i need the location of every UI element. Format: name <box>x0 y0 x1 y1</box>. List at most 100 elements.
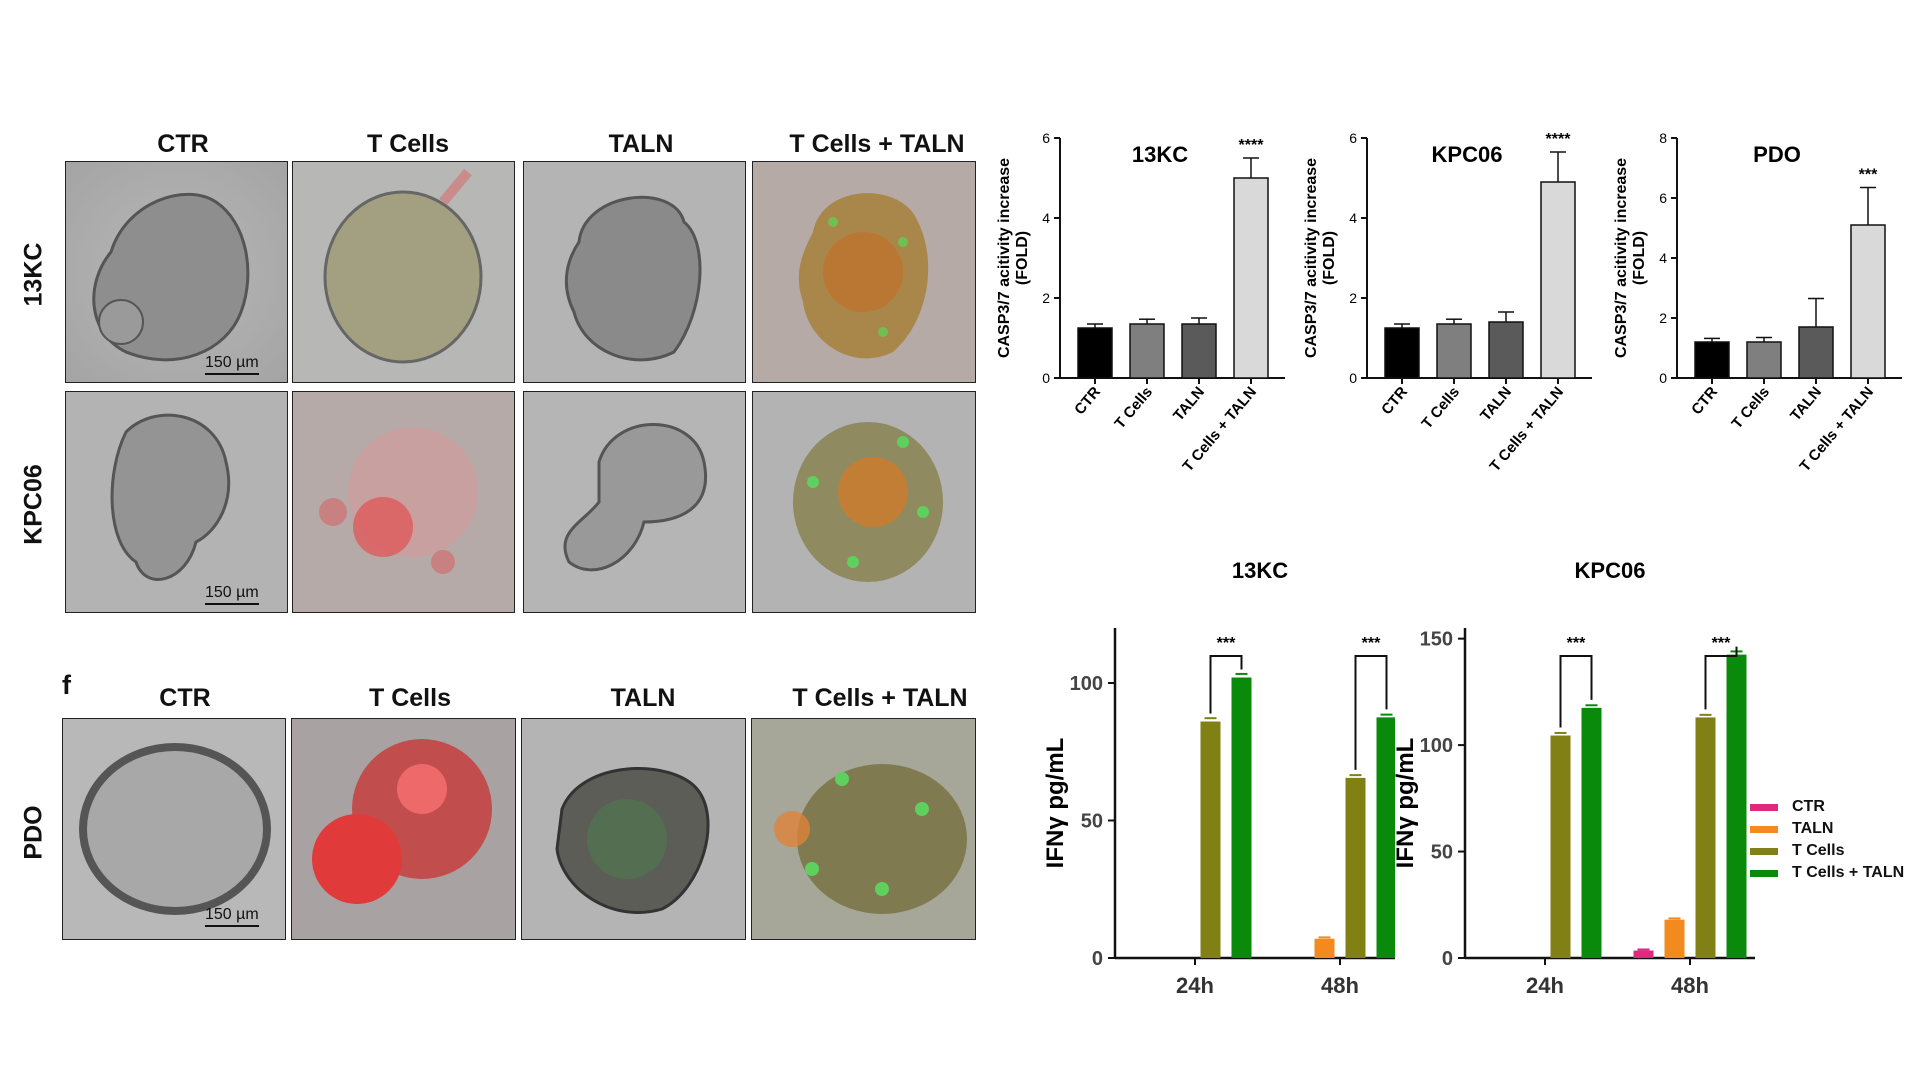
y-axis-label: IFNγ pg/mL <box>1392 738 1419 869</box>
bar <box>1376 717 1395 958</box>
micrograph-pdo-tcells <box>291 718 516 940</box>
y-tick-label: 50 <box>1431 842 1453 864</box>
x-tick-label: CTR <box>1378 384 1411 419</box>
significance-bracket <box>1704 646 1738 710</box>
panel-letter-f: f <box>62 670 71 700</box>
bar <box>1436 323 1472 379</box>
bar <box>1695 717 1716 958</box>
bar <box>1233 177 1269 379</box>
y-axis-label: IFNγ pg/mL <box>1042 738 1069 869</box>
y-tick-label: 6 <box>1349 130 1357 146</box>
bar <box>1664 919 1685 958</box>
bar <box>1726 654 1747 958</box>
legend-swatch <box>1750 847 1778 855</box>
y-tick-label: 0 <box>1092 948 1103 970</box>
chart-title: KPC06 <box>1432 142 1503 167</box>
scale-bar-row3: 150 µm <box>205 906 259 927</box>
casp-chart-pdo: CASP3/7 acitivity increase (FOLD) PDO 0 2 4 6 8… <box>1613 130 1902 475</box>
significance-label: *** <box>1712 635 1731 652</box>
significance-label: *** <box>1859 167 1878 184</box>
bar <box>1200 721 1221 958</box>
x-tick-label: T Cells <box>1728 384 1773 433</box>
scale-bar-row1: 150 µm <box>205 354 259 375</box>
legend-swatch <box>1750 869 1778 877</box>
y-tick-label: 50 <box>1081 811 1103 833</box>
legend: CTR TALN T Cells T Cells + TALN <box>1750 796 1904 884</box>
y-tick-label: 6 <box>1042 130 1050 146</box>
y-tick-label: 2 <box>1659 310 1667 326</box>
legend-label: T Cells + TALN <box>1792 864 1905 881</box>
micrograph-13kc-tcells-taln <box>752 161 976 383</box>
ifn-chart-13kc: 13KC IFNγ pg/mL 0 50 100 24h *** 48h *** <box>1042 558 1395 998</box>
significance-label: **** <box>1546 131 1572 148</box>
y-tick-label: 100 <box>1070 673 1103 695</box>
y-tick-label: 2 <box>1349 290 1357 306</box>
casp-chart-kpc06: CASP3/7 acitivity increase (FOLD) KPC06 0 2 4… <box>1303 130 1592 475</box>
y-tick-label: 100 <box>1420 735 1453 757</box>
legend-item: T Cells + TALN <box>1750 862 1904 884</box>
y-axis-label: CASP3/7 acitivity increase <box>996 158 1013 358</box>
significance-bracket <box>1354 655 1388 770</box>
col-header-tcells-taln: T Cells + TALN <box>789 130 965 158</box>
significance-label: *** <box>1217 635 1236 652</box>
bar <box>1314 938 1335 958</box>
col-header-ctr-f: CTR <box>159 684 211 712</box>
y-axis-label-unit: (FOLD) <box>1321 231 1338 285</box>
bar <box>1345 777 1366 958</box>
row-header-kpc06: KPC06 <box>19 464 48 545</box>
significance-label: *** <box>1567 635 1586 652</box>
legend-item: CTR <box>1750 796 1904 818</box>
y-axis-label: CASP3/7 acitivity increase <box>1303 158 1320 358</box>
bar <box>1488 321 1524 379</box>
col-header-taln: TALN <box>608 130 674 158</box>
y-tick-label: 6 <box>1659 190 1667 206</box>
row-header-13kc: 13KC <box>19 242 48 307</box>
chart-title: 13KC <box>1232 558 1288 583</box>
micrograph-kpc06-taln <box>523 391 746 613</box>
scale-bar-label: 150 µm <box>205 354 259 371</box>
y-tick-label: 0 <box>1042 370 1050 386</box>
casp-chart-13kc: CASP3/7 acitivity increase (FOLD) 13KC 0 2 4 6… <box>996 130 1285 475</box>
row-header-pdo: PDO <box>19 805 48 860</box>
micrograph-kpc06-ctr <box>65 391 288 613</box>
micrograph-pdo-taln <box>521 718 746 940</box>
micrograph-13kc-tcells <box>292 161 515 383</box>
legend-label: CTR <box>1792 798 1825 815</box>
bar <box>1746 341 1782 379</box>
significance-bracket <box>1209 655 1243 714</box>
bar <box>1694 341 1730 379</box>
bar <box>1231 677 1252 958</box>
y-tick-label: 2 <box>1042 290 1050 306</box>
x-tick-label: 24h <box>1176 973 1214 998</box>
scale-bar-label: 150 µm <box>205 584 259 601</box>
y-tick-label: 4 <box>1349 210 1357 226</box>
bar <box>1798 326 1834 379</box>
bar <box>1633 950 1654 958</box>
scale-bar-row2: 150 µm <box>205 584 259 605</box>
col-header-tcells: T Cells <box>367 130 449 158</box>
scale-bar-label: 150 µm <box>205 906 259 923</box>
micrograph-pdo-tcells-taln <box>751 718 976 940</box>
legend-item: TALN <box>1750 818 1904 840</box>
bar <box>1077 327 1113 379</box>
x-tick-label: CTR <box>1688 384 1721 419</box>
y-tick-label: 0 <box>1349 370 1357 386</box>
col-header-tcells-taln-f: T Cells + TALN <box>792 684 968 712</box>
bar <box>1384 327 1420 379</box>
legend-item: T Cells <box>1750 840 1904 862</box>
chart-title: PDO <box>1753 142 1801 167</box>
y-tick-label: 0 <box>1659 370 1667 386</box>
col-header-ctr: CTR <box>157 130 209 158</box>
bar <box>1581 707 1602 958</box>
x-tick-label: T Cells <box>1111 384 1156 433</box>
y-tick-label: 4 <box>1659 250 1667 266</box>
x-tick-label: 48h <box>1321 973 1359 998</box>
significance-label: **** <box>1239 137 1265 154</box>
x-tick-label: T Cells <box>1418 384 1463 433</box>
bar <box>1181 323 1217 379</box>
y-tick-label: 0 <box>1442 948 1453 970</box>
chart-title: KPC06 <box>1575 558 1646 583</box>
y-tick-label: 4 <box>1042 210 1050 226</box>
significance-label: *** <box>1362 635 1381 652</box>
x-tick-label: TALN <box>1170 384 1208 425</box>
